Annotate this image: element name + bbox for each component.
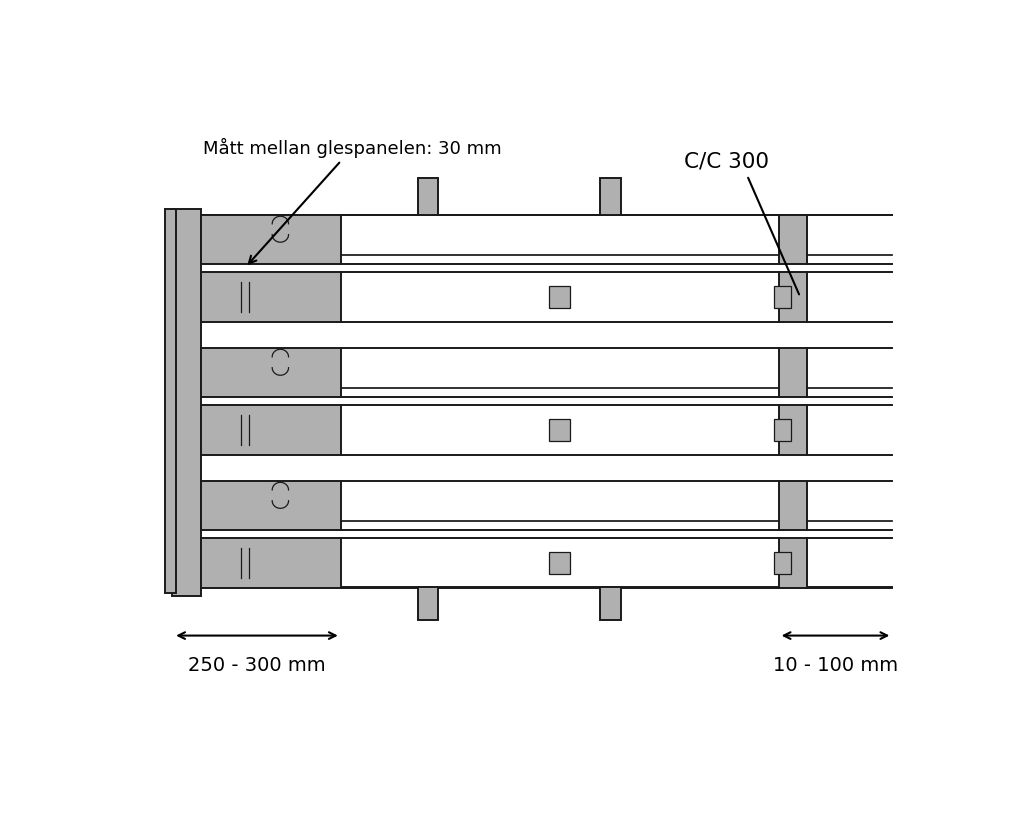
Bar xyxy=(550,419,570,441)
Bar xyxy=(600,587,621,620)
Bar xyxy=(778,481,807,530)
Bar xyxy=(778,348,807,397)
Bar xyxy=(172,209,201,596)
Bar xyxy=(778,405,807,455)
Bar xyxy=(201,348,341,397)
Bar xyxy=(418,179,438,215)
Bar xyxy=(201,481,341,530)
Bar xyxy=(773,419,791,441)
Bar xyxy=(600,179,621,215)
Text: C/C 300: C/C 300 xyxy=(684,152,769,171)
Bar xyxy=(773,552,791,574)
Bar xyxy=(550,552,570,574)
Bar xyxy=(201,405,341,455)
Text: Mått mellan glespanelen: 30 mm: Mått mellan glespanelen: 30 mm xyxy=(204,138,502,264)
Bar xyxy=(550,286,570,308)
Text: 250 - 300 mm: 250 - 300 mm xyxy=(188,656,326,675)
Bar xyxy=(201,273,341,322)
Bar xyxy=(778,215,807,265)
Bar xyxy=(201,215,341,265)
Text: 10 - 100 mm: 10 - 100 mm xyxy=(773,656,898,675)
Bar xyxy=(418,587,438,620)
Bar xyxy=(778,273,807,322)
Bar xyxy=(773,286,791,308)
Bar xyxy=(778,538,807,588)
Bar xyxy=(165,209,176,593)
Bar xyxy=(201,538,341,588)
